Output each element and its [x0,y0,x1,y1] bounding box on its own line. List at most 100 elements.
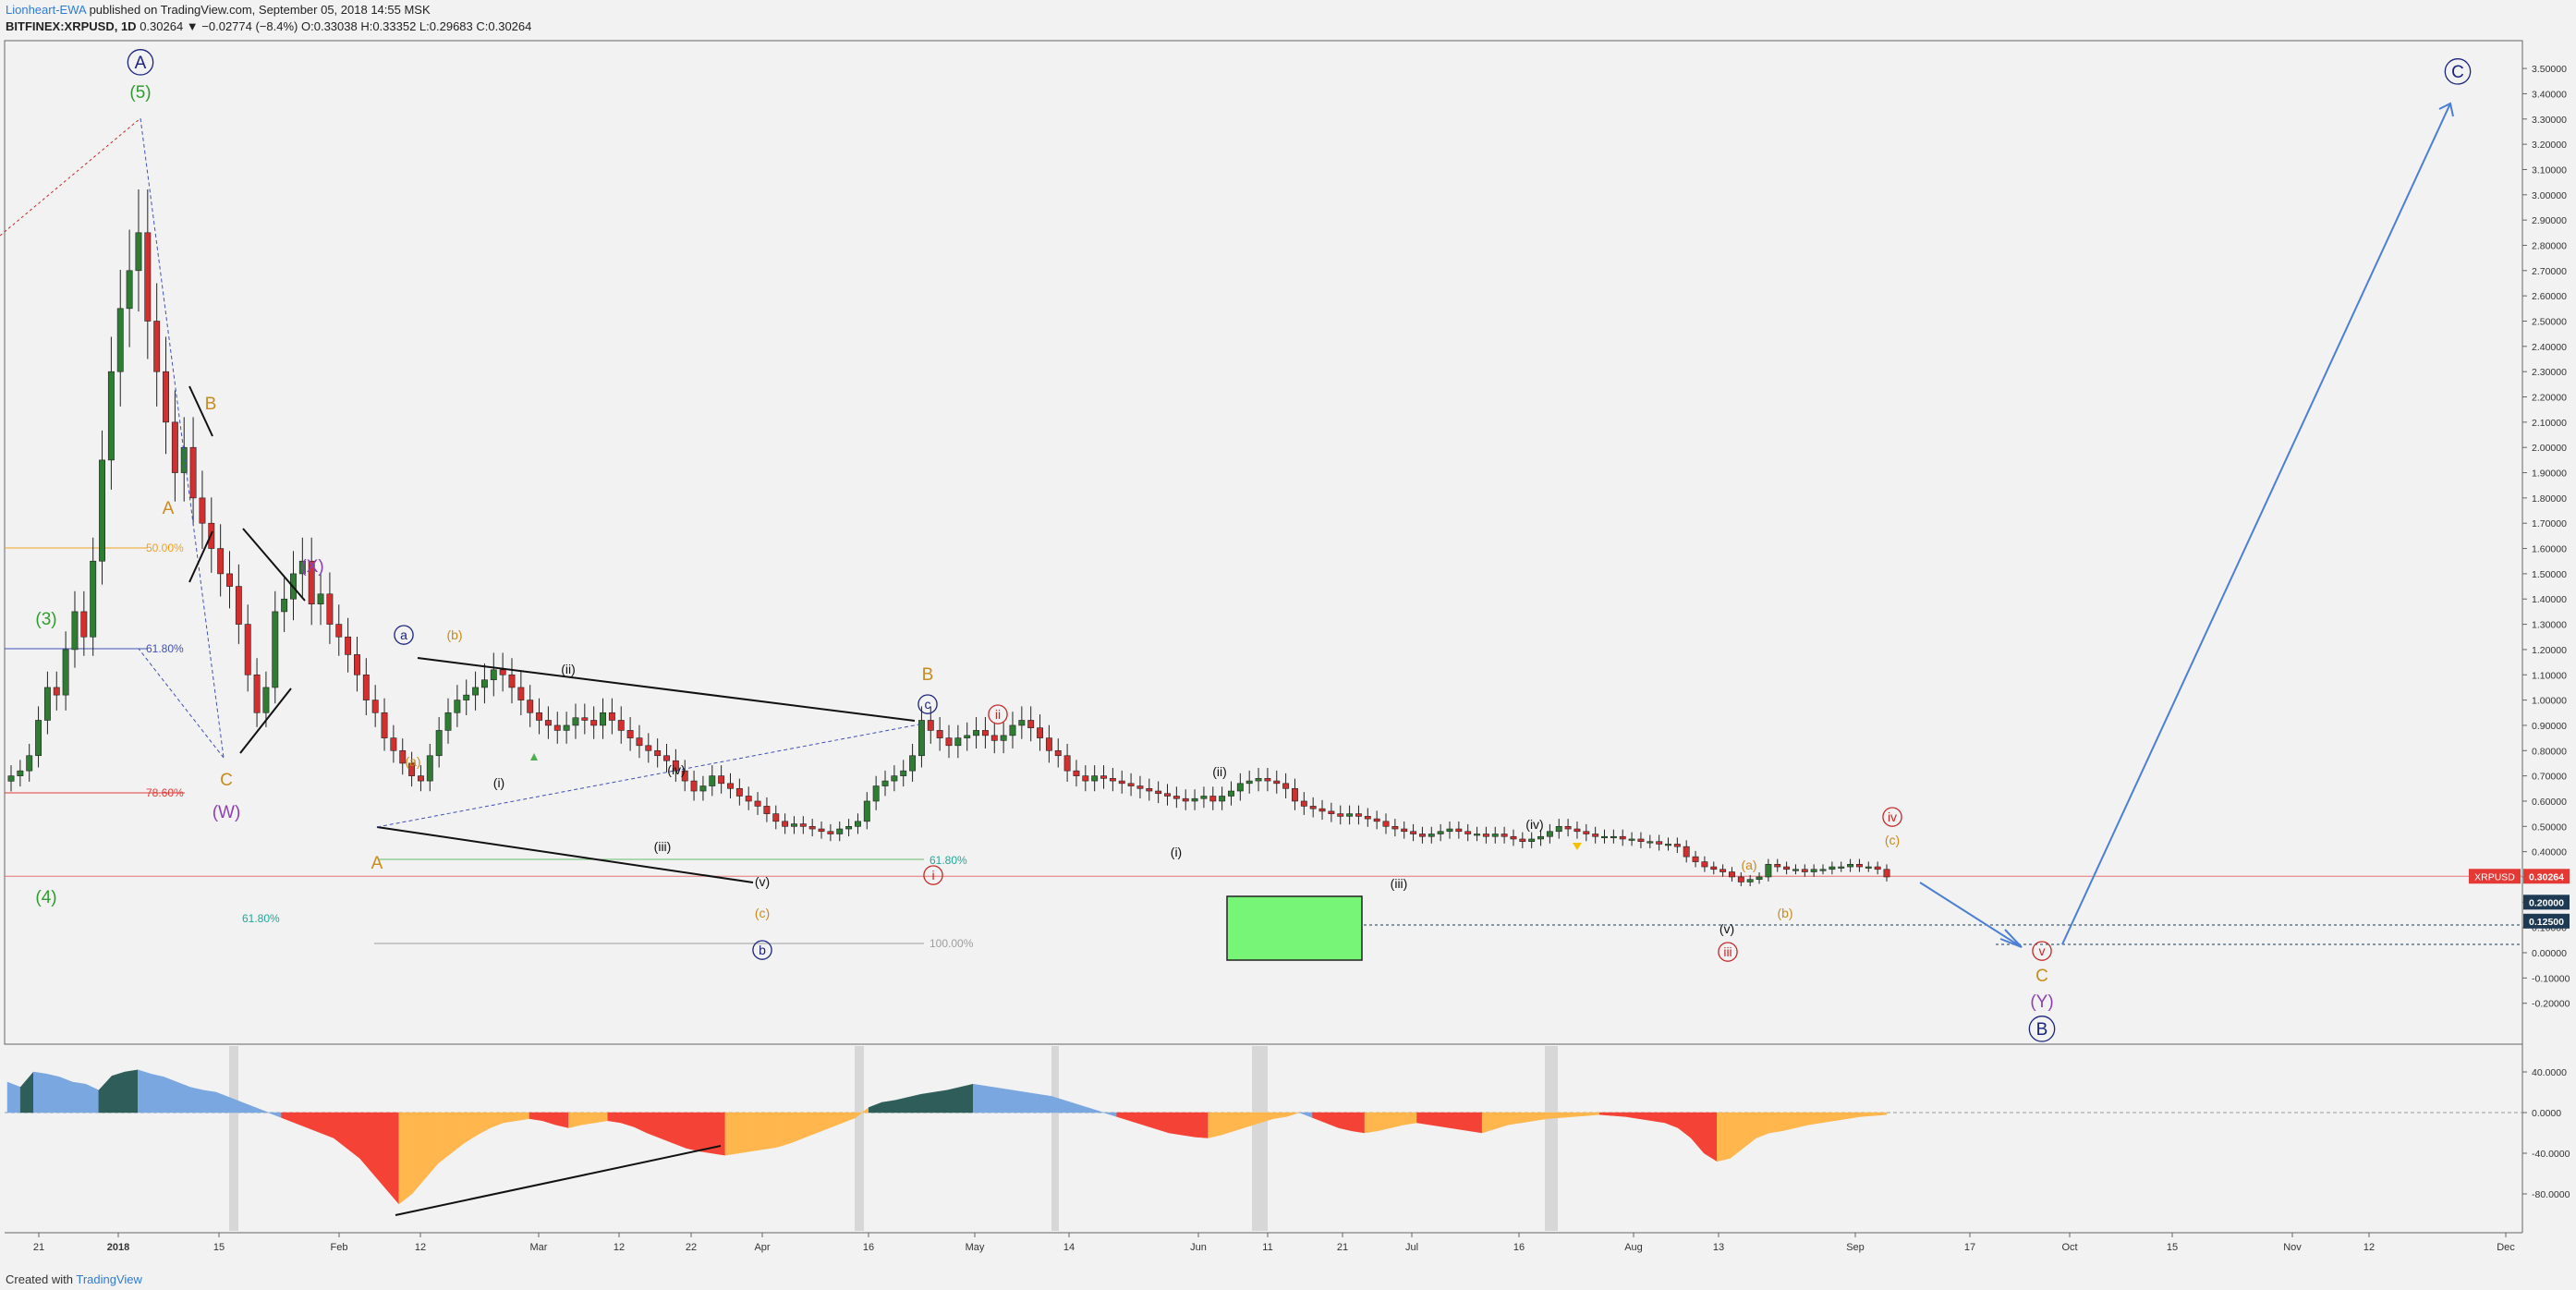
candle-body [1082,775,1089,782]
price-tick-label: 3.10000 [2532,164,2567,176]
osc-bar [711,1112,726,1156]
triangle-line [242,528,306,602]
candle-body [1173,796,1180,799]
osc-bar [385,1112,399,1205]
candle-body [855,821,861,827]
price-badge-label-bg [2469,869,2521,884]
time-tick-label: 14 [1063,1242,1075,1253]
candle-body [163,371,169,423]
osc-tick-label: -40.0000 [2532,1149,2570,1160]
osc-bar [164,1077,177,1114]
candle-body [1073,770,1080,776]
osc-bar [1547,1112,1561,1119]
candle-body [235,586,242,625]
osc-bar [1129,1112,1144,1126]
osc-divergence-line [395,1145,722,1216]
price-tick-label: 1.10000 [2532,670,2567,681]
osc-bar [1768,1112,1783,1134]
osc-bar [1377,1112,1391,1132]
candle-body [1774,864,1781,868]
candle-body [1282,783,1290,789]
time-tick-label: 21 [1337,1242,1348,1253]
price-tick-label: 3.40000 [2532,89,2567,100]
osc-bar [1233,1112,1248,1132]
osc-bar [959,1083,974,1114]
candle-body [663,755,670,761]
blue-dotted-leg [140,117,225,759]
oscillator-axis: 40.0000 0.0000 -40.0000 -80.0000 [2522,1067,2570,1200]
osc-bar [829,1112,844,1128]
osc-bar [411,1112,426,1195]
candle-body [417,775,424,782]
time-tick-label: 12 [614,1242,625,1253]
candle-body [1464,831,1472,834]
candle-body [936,730,943,738]
price-tick-label: 2.70000 [2532,266,2567,277]
candle-body [490,669,497,681]
price-tick-label: 1.00000 [2532,696,2567,707]
wave-label: (b) [1777,906,1792,920]
wave-label: i [931,868,934,882]
candle-body [909,755,917,772]
candle-body [298,560,306,575]
candle-body [626,730,634,738]
time-tick-label: Oct [2061,1242,2077,1253]
candle-body [1364,816,1371,820]
candle-body [1719,869,1727,872]
candle-body [718,775,725,785]
candle-body [581,717,589,721]
candle-body [1373,818,1380,822]
candle-body [1091,775,1099,782]
candle-body [1318,808,1326,812]
candle-body [763,806,771,814]
osc-bar [1103,1112,1117,1117]
candle-body [7,775,15,782]
triangle-line [239,688,292,754]
osc-bar [359,1112,373,1174]
wave-label: (iii) [654,839,672,854]
candle-body [107,371,115,461]
candle-body [1810,869,1817,872]
chart-header: Lionheart-EWA published on TradingView.c… [6,2,531,35]
osc-bar [98,1075,113,1114]
published-text: published on TradingView.com, September … [89,3,431,17]
osc-bar [1560,1112,1574,1118]
candle-body [144,232,152,322]
price-tick-label: 1.90000 [2532,469,2567,480]
osc-bar [646,1112,661,1138]
author-link[interactable]: Lionheart-EWA [6,3,86,17]
candle-body [1847,864,1854,868]
osc-bar [633,1112,648,1134]
candle-body [1865,866,1872,869]
osc-bar [1077,1103,1091,1114]
osc-bar [999,1088,1013,1114]
arrow-head [1999,929,2023,948]
wave-label: (ii) [1212,764,1227,779]
candle-body [818,828,825,833]
osc-bar [1638,1112,1652,1122]
fib-label: 100.00% [930,937,974,950]
osc-bar [1625,1112,1639,1119]
osc-divergence-band [1545,1046,1558,1231]
osc-bar [281,1112,295,1124]
osc-bar [268,1112,282,1118]
tradingview-link[interactable]: TradingView [76,1272,142,1286]
fib-label: 61.80% [930,854,967,867]
candle-body [1792,869,1799,871]
osc-bar [1351,1112,1366,1134]
price-tick-label: 0.70000 [2532,772,2567,783]
wave-circle [2032,941,2052,961]
candle-body [1601,835,1608,839]
price-badge-label: XRPUSD [2474,871,2515,882]
candle-body [1783,866,1791,870]
blue-dotted-return [138,648,225,759]
candle-body [1528,838,1536,843]
candle-body [1474,834,1481,836]
wave-label: B [2036,1020,2048,1040]
price-badge-bg [2523,913,2570,929]
osc-bar [1808,1112,1822,1126]
candle-body [90,560,97,638]
wedge-upper-line [417,657,916,722]
wave-label: (v) [1719,921,1734,936]
